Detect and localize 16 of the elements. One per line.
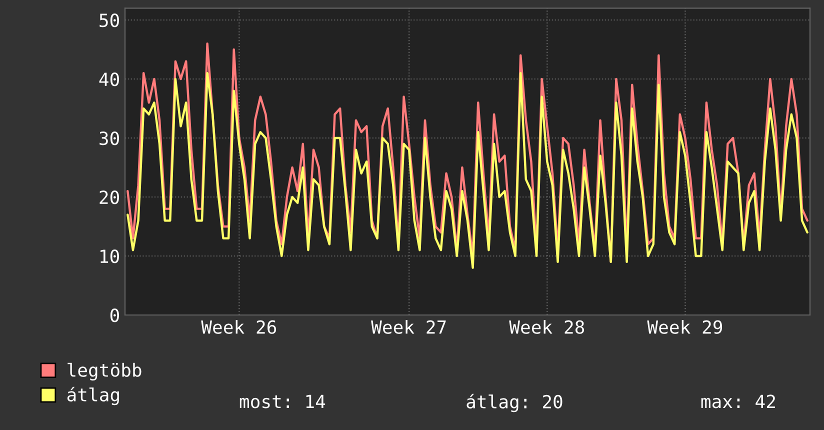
text: max: 42 — [701, 394, 775, 408]
y-tick-label: 30 — [100, 132, 119, 146]
y-tick-label: 10 — [100, 250, 119, 264]
y-tick-label: 50 — [100, 14, 119, 28]
legend-label: legtöbb — [68, 362, 142, 381]
x-tick-label: Week 29 — [647, 320, 722, 334]
legend-label: átlag — [67, 386, 119, 406]
x-tick-label: Week 28 — [509, 320, 584, 334]
y-tick-label: 20 — [100, 190, 119, 204]
text: most: 14 — [240, 394, 326, 408]
line-series — [126, 72, 808, 269]
text: átlag: 20 — [466, 394, 562, 412]
y-tick-label: 0 — [110, 308, 119, 322]
x-tick-label: Week 26 — [201, 320, 276, 334]
y-tick-label: 40 — [99, 72, 119, 86]
x-tick-label: Week 27 — [371, 320, 446, 334]
